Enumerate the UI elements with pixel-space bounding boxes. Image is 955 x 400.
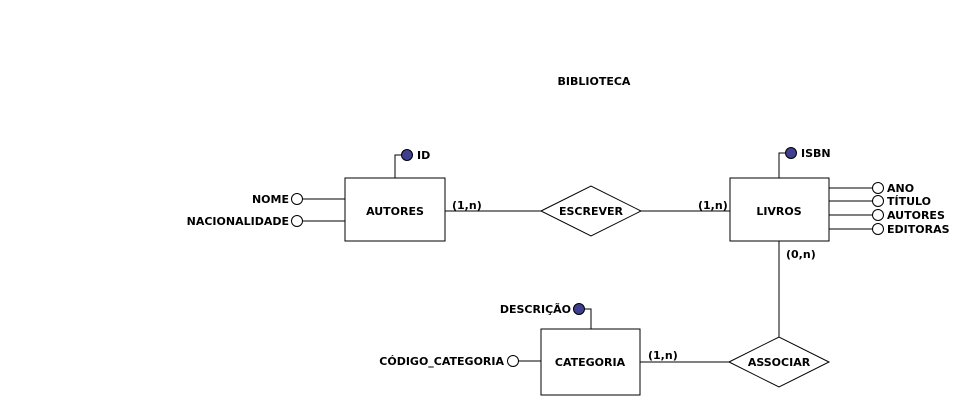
entity-categoria-label: CATEGORIA — [555, 356, 626, 369]
relationship-escrever-label: ESCREVER — [559, 205, 624, 218]
entity-categoria[interactable]: CATEGORIA — [540, 328, 641, 396]
attr-autores-nacionalidade-label: NACIONALIDADE — [187, 215, 289, 228]
entity-livros[interactable]: LIVROS — [729, 177, 830, 242]
attr-livros-editoras[interactable]: EDITORAS — [872, 223, 950, 236]
entity-autores[interactable]: AUTORES — [344, 177, 446, 242]
key-attribute-icon — [785, 147, 797, 159]
attr-livros-ano-label: ANO — [887, 182, 914, 195]
entity-categoria-box — [540, 328, 641, 396]
attr-autores-id[interactable]: ID — [401, 149, 431, 162]
relationship-associar[interactable]: ASSOCIAR — [727, 336, 831, 388]
attr-autores-nome[interactable]: NOME — [252, 193, 303, 206]
attribute-icon — [291, 193, 303, 205]
attr-categoria-descricao[interactable]: DESCRIÇÃO — [500, 303, 585, 316]
relationship-escrever[interactable]: ESCREVER — [539, 185, 643, 237]
relationship-escrever-diamond — [539, 185, 643, 237]
card-associar-categoria: (1,n) — [648, 349, 678, 362]
attribute-icon — [872, 195, 884, 207]
attr-livros-isbn[interactable]: ISBN — [785, 147, 831, 160]
attribute-icon — [872, 209, 884, 221]
entity-livros-box — [729, 177, 830, 242]
key-attribute-icon — [573, 303, 585, 315]
entity-autores-box — [344, 177, 446, 242]
diagram-title: BIBLIOTECA — [558, 75, 631, 88]
attr-categoria-descricao-label: DESCRIÇÃO — [500, 303, 571, 316]
card-escrever-autores: (1,n) — [452, 199, 482, 212]
attr-livros-editoras-label: EDITORAS — [887, 223, 950, 236]
relationship-associar-diamond — [727, 336, 831, 388]
key-attribute-icon — [401, 149, 413, 161]
relationship-associar-label: ASSOCIAR — [748, 356, 811, 369]
attr-livros-ano[interactable]: ANO — [872, 182, 915, 195]
attr-livros-titulo[interactable]: TÍTULO — [872, 195, 932, 208]
attr-autores-nome-label: NOME — [252, 193, 289, 206]
entity-autores-label: AUTORES — [366, 205, 424, 218]
attr-livros-isbn-label: ISBN — [801, 147, 831, 160]
card-escrever-livros: (1,n) — [698, 199, 728, 212]
attribute-icon — [507, 355, 519, 367]
attr-livros-autores-label: AUTORES — [887, 209, 945, 222]
attr-categoria-codigo[interactable]: CÓDIGO_CATEGORIA — [379, 355, 519, 368]
attr-categoria-codigo-label: CÓDIGO_CATEGORIA — [379, 355, 504, 368]
entity-livros-label: LIVROS — [756, 205, 801, 218]
attribute-icon — [291, 215, 303, 227]
attribute-icon — [872, 182, 884, 194]
attr-livros-autores[interactable]: AUTORES — [872, 209, 945, 222]
attr-autores-id-label: ID — [417, 149, 430, 162]
attr-autores-nacionalidade[interactable]: NACIONALIDADE — [187, 215, 303, 228]
card-associar-livros: (0,n) — [786, 248, 816, 261]
attr-livros-titulo-label: TÍTULO — [887, 195, 931, 208]
attribute-icon — [872, 223, 884, 235]
